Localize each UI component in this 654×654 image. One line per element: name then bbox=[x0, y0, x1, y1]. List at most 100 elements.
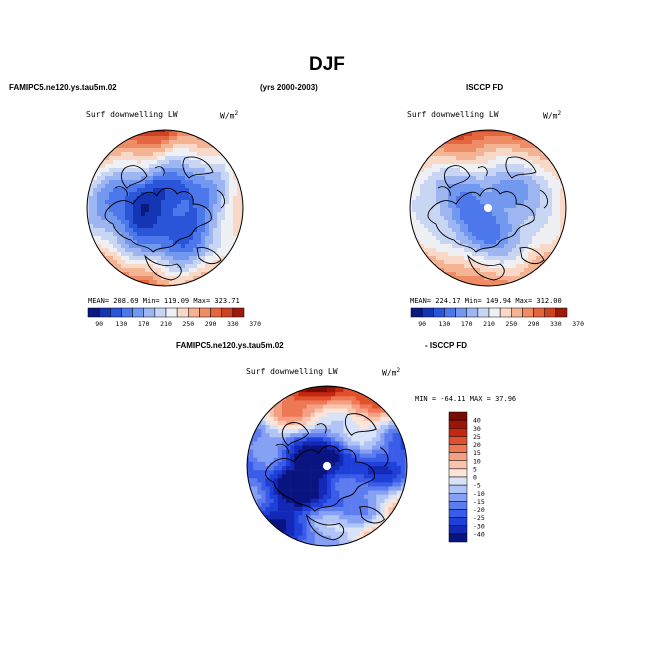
field-cell bbox=[314, 519, 320, 524]
field-cell bbox=[456, 156, 461, 161]
field-cell bbox=[456, 216, 461, 221]
field-cell bbox=[552, 184, 557, 189]
field-cell bbox=[544, 228, 549, 233]
field-cell bbox=[412, 184, 417, 189]
field-cell bbox=[420, 172, 425, 177]
field-cell bbox=[372, 498, 377, 504]
field-cell bbox=[217, 164, 222, 169]
field-cell bbox=[149, 164, 154, 169]
field-cell bbox=[343, 453, 348, 459]
field-cell bbox=[440, 200, 445, 205]
field-cell bbox=[177, 236, 182, 241]
field-cell bbox=[335, 470, 340, 475]
field-cell bbox=[225, 164, 230, 169]
field-cell bbox=[153, 130, 158, 133]
field-cell bbox=[488, 212, 493, 217]
field-cell bbox=[113, 204, 118, 209]
panel1-units-label: W/m2 bbox=[220, 110, 238, 121]
field-cell bbox=[277, 429, 283, 434]
field-cell bbox=[189, 264, 194, 269]
field-cell bbox=[161, 156, 166, 161]
field-cell bbox=[347, 486, 352, 491]
field-cell bbox=[197, 268, 202, 273]
field-cell bbox=[121, 224, 126, 229]
field-cell bbox=[165, 184, 170, 189]
field-cell bbox=[496, 152, 501, 157]
field-cell bbox=[524, 152, 529, 157]
field-cell bbox=[456, 204, 461, 209]
field-cell bbox=[388, 457, 393, 463]
field-cell bbox=[261, 425, 266, 430]
field-cell bbox=[476, 220, 481, 225]
field-cell bbox=[496, 136, 501, 141]
field-cell bbox=[113, 248, 118, 253]
field-cell bbox=[368, 457, 373, 463]
field-cell bbox=[294, 408, 299, 414]
field-cell bbox=[504, 176, 509, 181]
field-cell bbox=[165, 280, 170, 285]
field-cell bbox=[261, 511, 266, 516]
field-cell bbox=[177, 192, 182, 197]
field-cell bbox=[464, 268, 469, 273]
field-cell bbox=[197, 212, 202, 217]
field-cell bbox=[392, 474, 398, 479]
field-cell bbox=[552, 192, 557, 197]
field-cell bbox=[221, 232, 226, 237]
field-cell bbox=[548, 204, 553, 209]
field-cell bbox=[217, 220, 222, 225]
field-cell bbox=[121, 164, 126, 169]
field-cell bbox=[410, 200, 413, 205]
field-cell bbox=[201, 260, 206, 265]
field-cell bbox=[165, 272, 170, 277]
field-cell bbox=[137, 248, 142, 253]
field-cell bbox=[149, 188, 154, 193]
colorbar-tick-label: 210 bbox=[483, 320, 495, 328]
field-cell bbox=[532, 204, 537, 209]
field-cell bbox=[456, 224, 461, 229]
field-cell bbox=[125, 248, 130, 253]
field-cell bbox=[125, 228, 130, 233]
field-cell bbox=[322, 388, 328, 393]
field-cell bbox=[456, 236, 461, 241]
field-cell bbox=[460, 156, 465, 161]
field-cell bbox=[121, 264, 126, 269]
field-cell bbox=[335, 388, 340, 393]
field-cell bbox=[213, 196, 218, 201]
field-cell bbox=[520, 264, 525, 269]
field-cell bbox=[424, 160, 429, 165]
field-cell bbox=[145, 192, 150, 197]
field-cell bbox=[165, 188, 170, 193]
field-cell bbox=[141, 220, 146, 225]
panel2-colorbar: 90 130 170 210 250 290 330 370 bbox=[410, 307, 584, 328]
field-cell bbox=[492, 130, 497, 133]
field-cell bbox=[484, 136, 489, 141]
field-cell bbox=[193, 172, 198, 177]
field-cell bbox=[472, 156, 477, 161]
field-cell bbox=[181, 272, 186, 277]
field-cell bbox=[169, 224, 174, 229]
field-cell bbox=[298, 408, 303, 414]
field-cell bbox=[416, 224, 421, 229]
field-cell bbox=[351, 457, 357, 463]
field-cell bbox=[273, 408, 279, 414]
field-cell bbox=[444, 260, 449, 265]
field-cell bbox=[331, 539, 336, 545]
field-cell bbox=[492, 264, 497, 269]
field-cell bbox=[157, 180, 162, 185]
field-cell bbox=[331, 388, 336, 393]
field-cell bbox=[261, 498, 266, 504]
field-cell bbox=[343, 502, 348, 508]
field-cell bbox=[460, 144, 465, 149]
field-cell bbox=[213, 228, 218, 233]
field-cell bbox=[273, 453, 279, 459]
field-cell bbox=[201, 208, 206, 213]
field-cell bbox=[310, 502, 316, 508]
field-cell bbox=[440, 264, 445, 269]
field-cell bbox=[133, 176, 138, 181]
field-cell bbox=[157, 212, 162, 217]
field-cell bbox=[109, 260, 114, 265]
field-cell bbox=[133, 240, 138, 245]
field-cell bbox=[504, 152, 509, 157]
field-cell bbox=[217, 212, 222, 217]
field-cell bbox=[335, 494, 340, 500]
